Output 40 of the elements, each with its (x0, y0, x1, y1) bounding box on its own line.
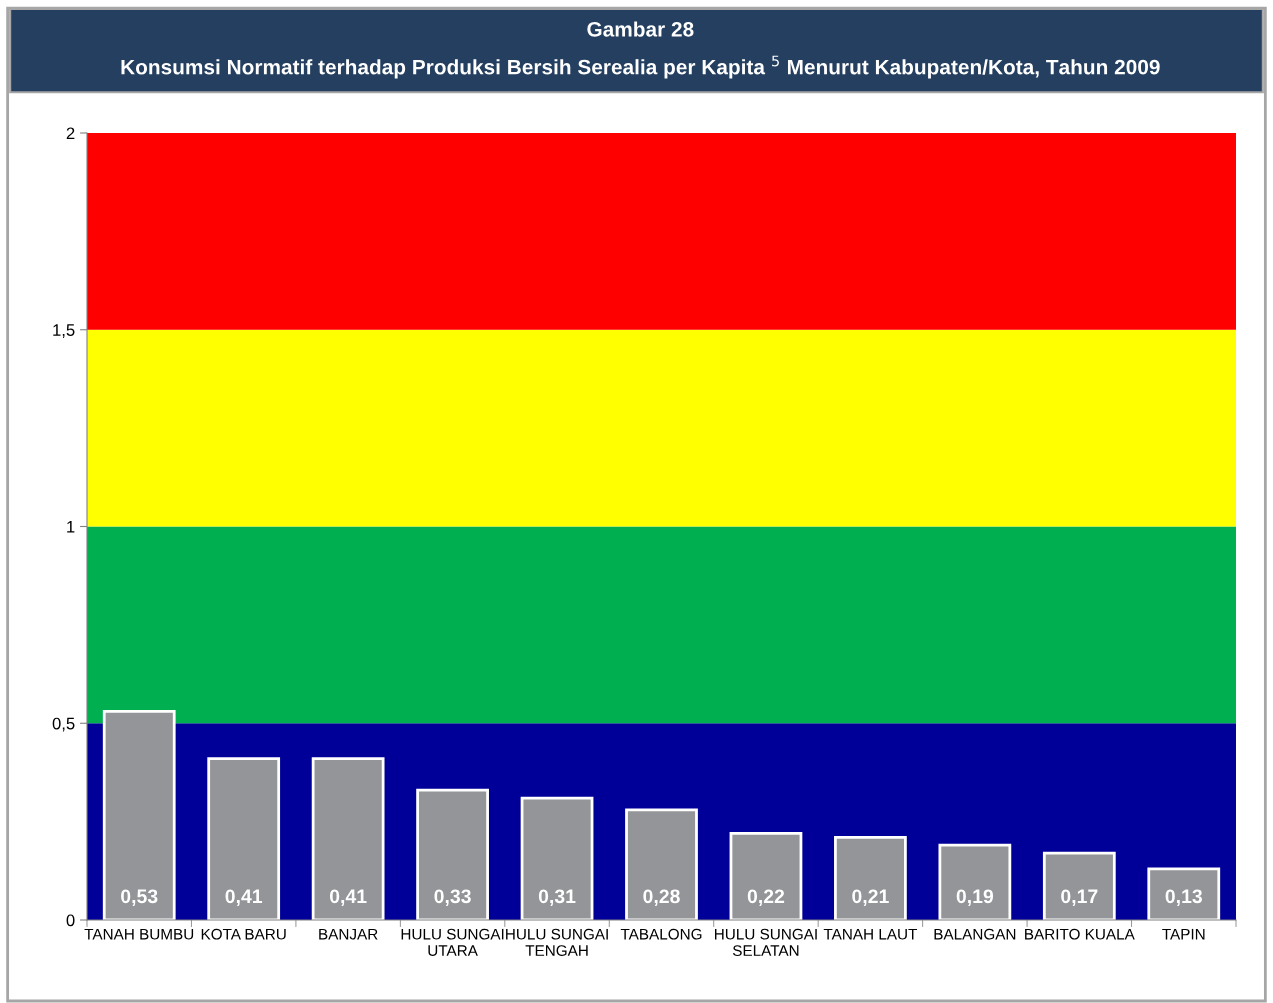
y-tick-label: 0,5 (52, 717, 75, 732)
data-label: 0,41 (225, 889, 263, 906)
bar (938, 843, 1012, 920)
y-tick-label: 0 (66, 914, 75, 927)
data-label: 0,19 (956, 889, 994, 906)
data-label: 0,28 (643, 889, 680, 906)
data-label: 0,13 (1165, 889, 1202, 906)
bar (1042, 851, 1116, 920)
bar (834, 835, 907, 920)
bar (416, 788, 489, 920)
data-label: 0,33 (434, 889, 471, 906)
bar (625, 808, 698, 920)
x-tick-label: TABALONG (620, 928, 702, 940)
y-tick-label: 1 (67, 521, 75, 533)
bar (1147, 867, 1221, 920)
bar (207, 757, 281, 920)
data-label: 0,41 (329, 889, 367, 906)
x-tick-label: TAPIN (1162, 928, 1205, 940)
x-tick-label: TANAH LAUT (823, 928, 918, 940)
x-tick-label: HULU SUNGAI TENGAH (506, 928, 608, 957)
bar (729, 832, 803, 920)
x-tick-label: BANJAR (319, 928, 378, 940)
chart-subtitle: Konsumsi Normatif terhadap Produksi Bersih Serealia per Kapita $^{5}$ Menurut Kabupaten/Kota, Tahun 2009 (121, 55, 1160, 79)
y-tick-label: 2 (66, 127, 75, 140)
bar (520, 796, 594, 920)
bar (311, 757, 385, 920)
data-label: 0,21 (852, 889, 889, 906)
bar (102, 710, 176, 920)
data-label: 0,53 (121, 889, 158, 906)
y-tick-label: 1,5 (53, 324, 75, 338)
chart-title: Gambar 28 (587, 21, 694, 37)
x-tick-label: HULU SUNGAI SELATAN (715, 928, 817, 957)
x-tick-label: TANAH BUMBU (84, 928, 194, 940)
data-label: 0,22 (747, 889, 785, 906)
data-label: 0,31 (538, 889, 576, 906)
x-tick-label: KOTA BARU (201, 928, 286, 940)
x-tick-label: BALANGAN (934, 928, 1016, 940)
data-label: 0,17 (1061, 889, 1098, 906)
x-tick-label: BARITO KUALA (1025, 928, 1135, 940)
x-tick-label: HULU SUNGAI UTARA (401, 928, 504, 957)
